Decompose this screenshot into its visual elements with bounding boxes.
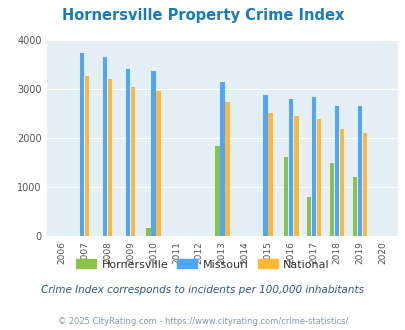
Text: Crime Index corresponds to incidents per 100,000 inhabitants: Crime Index corresponds to incidents per… (41, 285, 364, 295)
Bar (268, 113, 273, 236)
Bar (214, 146, 219, 236)
Text: Hornersville Property Crime Index: Hornersville Property Crime Index (62, 8, 343, 23)
Bar (329, 163, 333, 236)
Bar (263, 95, 267, 236)
Bar (146, 228, 150, 236)
Bar (130, 87, 135, 236)
Bar (220, 82, 224, 236)
Bar (107, 79, 112, 236)
Bar (357, 106, 361, 236)
Bar (339, 129, 343, 236)
Bar (283, 157, 288, 236)
Bar (156, 91, 160, 236)
Bar (79, 53, 84, 236)
Bar (352, 177, 356, 236)
Bar (334, 106, 339, 236)
Bar (293, 116, 298, 236)
Bar (362, 133, 367, 236)
Bar (288, 99, 293, 236)
Bar (102, 57, 107, 236)
Bar (125, 69, 130, 236)
Bar (224, 102, 229, 236)
Bar (316, 119, 321, 236)
Bar (306, 197, 311, 236)
Legend: Hornersville, Missouri, National: Hornersville, Missouri, National (72, 255, 333, 274)
Bar (311, 97, 315, 236)
Bar (151, 71, 156, 236)
Text: © 2025 CityRating.com - https://www.cityrating.com/crime-statistics/: © 2025 CityRating.com - https://www.city… (58, 317, 347, 326)
Bar (85, 76, 89, 236)
